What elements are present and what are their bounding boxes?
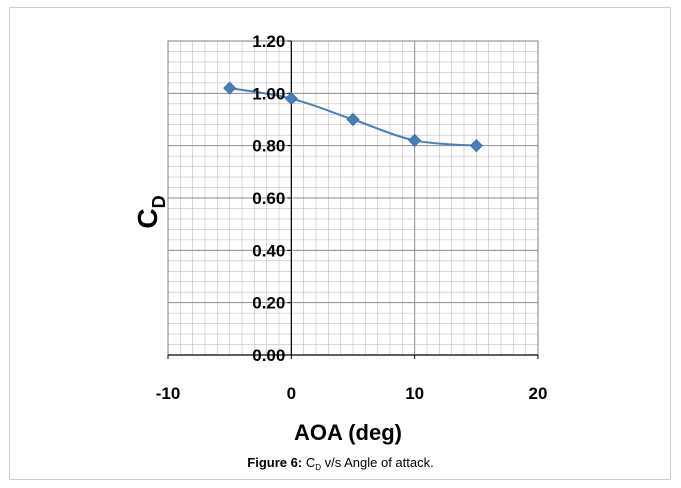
caption-symbol: C <box>305 455 316 470</box>
x-tick-label: -10 <box>156 384 181 403</box>
x-tick-label: 10 <box>405 384 424 403</box>
x-tick-label: 20 <box>529 384 548 403</box>
svg-text:CD: CD <box>132 195 169 228</box>
figure-frame <box>9 7 671 480</box>
chart-axes <box>167 40 539 359</box>
caption-subscript: D <box>315 463 321 472</box>
caption-text: v/s Angle of attack. <box>320 455 434 470</box>
x-tick-label: 0 <box>287 384 296 403</box>
y-tick-label: 1.20 <box>252 32 285 51</box>
figure-caption: Figure 6: CD v/s Angle of attack. <box>0 455 681 472</box>
y-axis-title-subscript: D <box>149 195 169 208</box>
y-tick-label: 0.20 <box>252 294 285 313</box>
y-axis-title-main: C <box>132 208 163 228</box>
data-point-marker <box>223 81 237 95</box>
y-tick-label: 0.60 <box>252 189 285 208</box>
x-axis-title: AOA (deg) <box>294 420 402 445</box>
data-point-marker <box>284 92 298 106</box>
chart: -10 0 10 20 0.00 0.20 0.40 0.60 0.80 1.00 1.20 AO… <box>132 32 548 445</box>
data-point-marker <box>408 133 422 147</box>
y-tick-label: 0.80 <box>252 137 285 156</box>
caption-label: Figure 6: <box>247 455 303 470</box>
y-axis-title: CD <box>132 195 169 228</box>
y-tick-labels: 0.00 0.20 0.40 0.60 0.80 1.00 1.20 <box>252 32 285 365</box>
x-tick-labels: -10 0 10 20 <box>156 384 548 403</box>
y-tick-label: 1.00 <box>252 84 285 103</box>
y-tick-label: 0.00 <box>252 346 285 365</box>
data-point-marker <box>346 112 360 127</box>
series-markers <box>223 81 483 153</box>
data-point-marker <box>469 139 483 153</box>
y-tick-label: 0.40 <box>252 241 285 260</box>
